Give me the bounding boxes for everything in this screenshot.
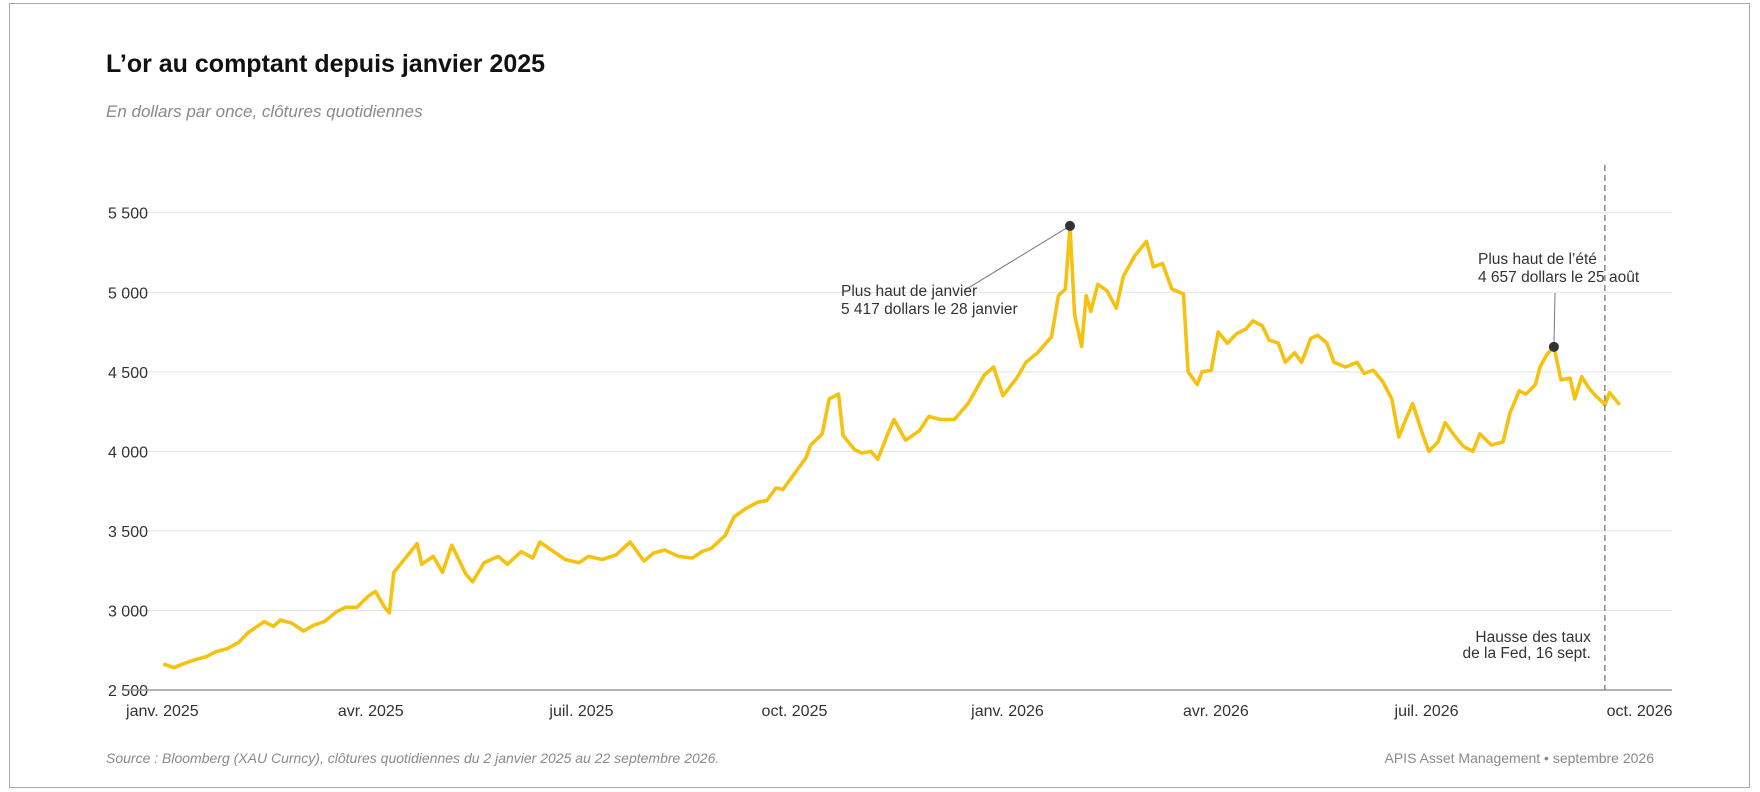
- january-high-label: Plus haut de janvier: [841, 283, 977, 300]
- x-axis: janv. 2025 avr. 2025 juil. 2025 oct. 2025 ja…: [123, 689, 1673, 720]
- x-tick-label: avr. 2025: [338, 703, 404, 720]
- x-tick-label: oct. 2026: [1607, 703, 1673, 720]
- y-tick-label: 5 000: [108, 285, 148, 302]
- y-tick-label: 3 500: [108, 524, 148, 541]
- chart-frame: [9, 3, 1750, 788]
- x-tick-label: juil. 2026: [1394, 703, 1459, 720]
- january-high-leader: [964, 225, 1071, 291]
- y-tick-label: 2 500: [108, 683, 148, 700]
- fed-marker-label: Hausse des taux: [1475, 629, 1591, 646]
- chart-subtitle: En dollars par once, clôtures quotidienn…: [106, 102, 423, 121]
- january-high-point: [1064, 220, 1075, 231]
- x-tick-label: janv. 2025: [125, 703, 199, 720]
- chart-title: L’or au comptant depuis janvier 2025: [106, 50, 546, 78]
- summer-high-label: Plus haut de l’été: [1478, 251, 1597, 268]
- x-tick-label: juil. 2025: [548, 703, 613, 720]
- fed-marker-label: de la Fed, 16 sept.: [1462, 645, 1590, 662]
- summer-high-label: 4 657 dollars le 25 août: [1478, 269, 1640, 286]
- source-note: Source : Bloomberg (XAU Curncy), clôture…: [106, 750, 720, 766]
- x-tick-label: oct. 2025: [762, 703, 828, 720]
- january-high-label: 5 417 dollars le 28 janvier: [841, 301, 1018, 318]
- y-tick-label: 5 500: [108, 206, 148, 223]
- grid-lines: [123, 212, 1672, 611]
- y-tick-label: 4 000: [108, 444, 148, 461]
- summer-high-leader: [1553, 292, 1556, 347]
- y-tick-label: 4 500: [108, 365, 148, 382]
- x-tick-label: janv. 2026: [970, 703, 1044, 720]
- series-layer: [162, 224, 1621, 670]
- gold-price-line: [162, 224, 1621, 670]
- x-tick-label: avr. 2026: [1183, 703, 1249, 720]
- credit-note: APIS Asset Management • septembre 2026: [1384, 750, 1655, 766]
- y-axis: 2 500 3 000 3 500 4 000 4 500 5 000 5 500: [108, 206, 148, 700]
- y-tick-label: 3 000: [108, 603, 148, 620]
- summer-high-point: [1548, 341, 1559, 352]
